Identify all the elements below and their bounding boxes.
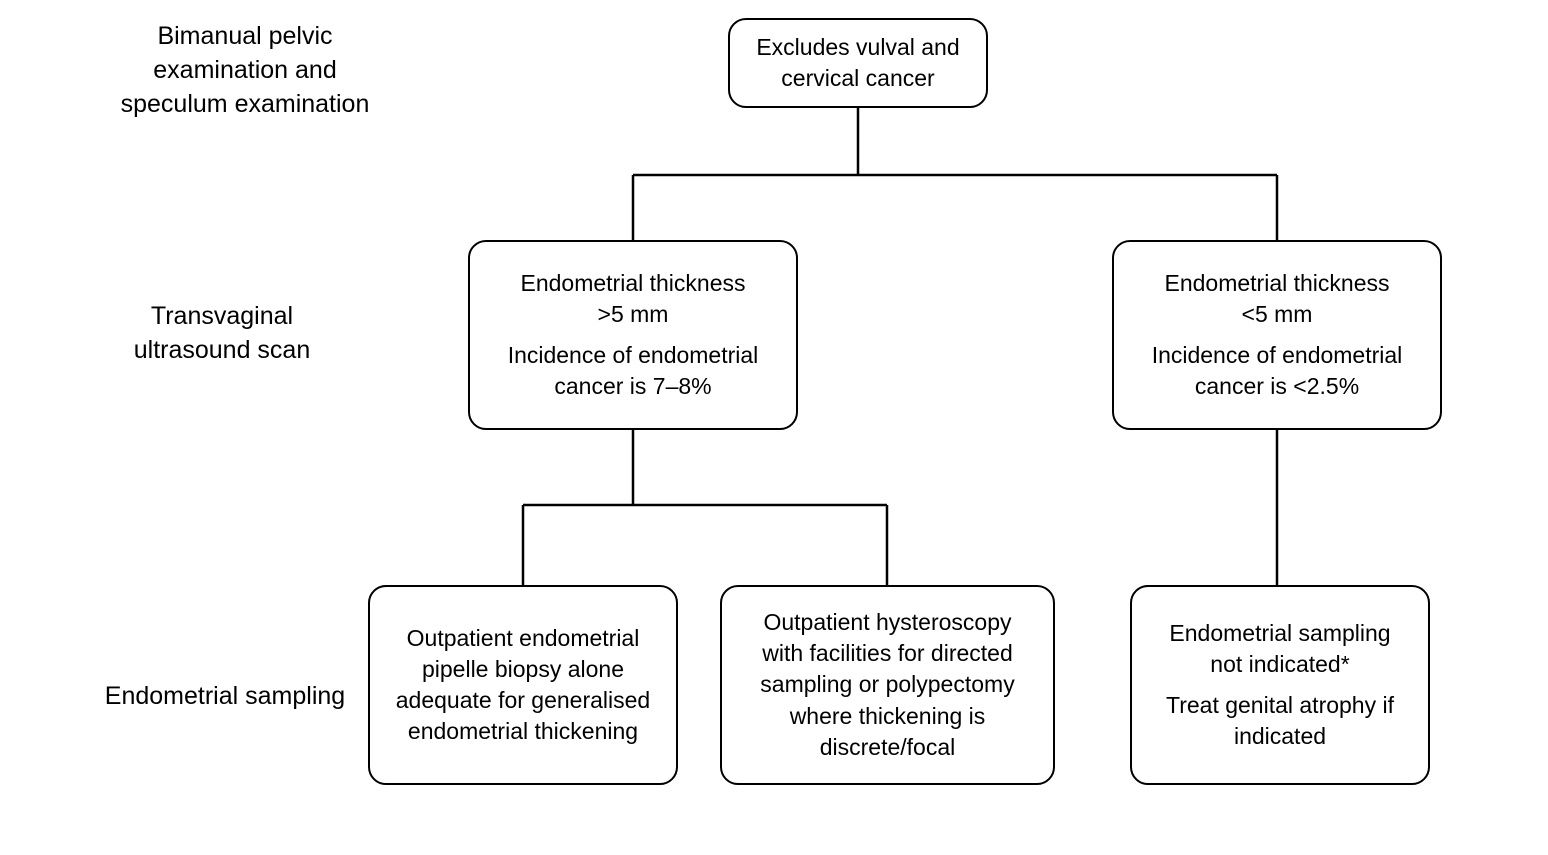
node-excludes: Excludes vulval andcervical cancer (728, 18, 988, 108)
label-row2: Transvaginalultrasound scan (112, 300, 332, 368)
node-thick-lt5: Endometrial thickness<5 mm Incidence of … (1112, 240, 1442, 430)
node-thick-gt5: Endometrial thickness>5 mm Incidence of … (468, 240, 798, 430)
label-row1: Bimanual pelvicexamination andspeculum e… (100, 20, 390, 121)
label-row3: Endometrial sampling (75, 680, 375, 714)
node-hysteroscopy: Outpatient hysteroscopywith facilities f… (720, 585, 1055, 785)
node-pipelle: Outpatient endometrialpipelle biopsy alo… (368, 585, 678, 785)
node-not-indicated: Endometrial samplingnot indicated* Treat… (1130, 585, 1430, 785)
